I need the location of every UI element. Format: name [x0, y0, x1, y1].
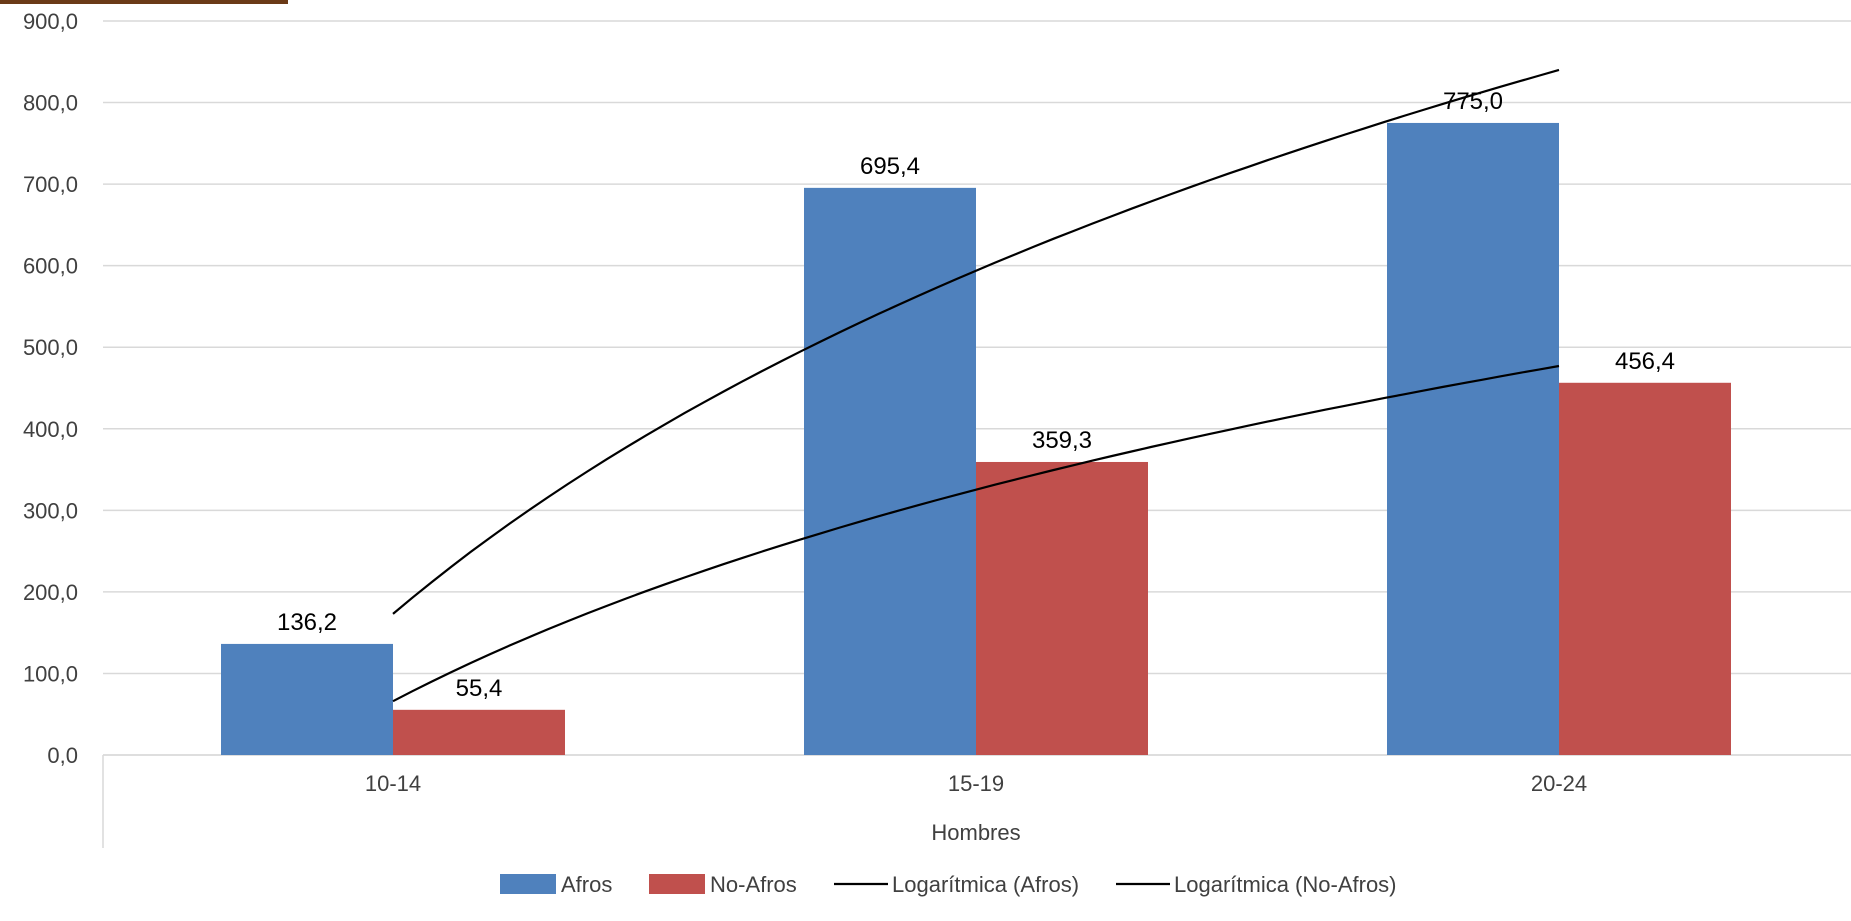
- legend-label: No-Afros: [710, 872, 797, 897]
- y-tick-label: 800,0: [23, 91, 78, 116]
- y-tick-label: 0,0: [47, 743, 78, 768]
- decorative-strip: [0, 0, 288, 4]
- legend-label: Logarítmica (No-Afros): [1174, 872, 1397, 897]
- data-label: 695,4: [860, 153, 920, 180]
- x-tick-label: 15-19: [948, 771, 1004, 796]
- y-tick-label: 400,0: [23, 417, 78, 442]
- bar-no-afros-20-24: [1559, 382, 1731, 755]
- y-tick-label: 200,0: [23, 580, 78, 605]
- data-label: 55,4: [456, 675, 503, 702]
- y-tick-label: 500,0: [23, 335, 78, 360]
- x-tick-label: 20-24: [1531, 771, 1587, 796]
- y-tick-label: 600,0: [23, 254, 78, 279]
- trendline: [392, 68, 1560, 615]
- data-label: 359,3: [1032, 427, 1092, 454]
- legend-swatch: [649, 874, 705, 894]
- y-tick-label: 700,0: [23, 172, 78, 197]
- x-tick-label: 10-14: [365, 771, 421, 796]
- bar-afros-10-14: [221, 643, 393, 755]
- trendline: [392, 364, 1560, 703]
- x-axis-group-label: Hombres: [931, 820, 1020, 845]
- y-tick-label: 900,0: [23, 9, 78, 34]
- legend-label: Afros: [561, 872, 612, 897]
- data-label: 136,2: [277, 609, 337, 636]
- legend-swatch: [500, 874, 556, 894]
- bar-no-afros-15-19: [976, 461, 1148, 755]
- bar-afros-15-19: [804, 187, 976, 755]
- y-tick-label: 300,0: [23, 498, 78, 523]
- data-label: 456,4: [1615, 348, 1675, 375]
- legend-label: Logarítmica (Afros): [892, 872, 1079, 897]
- bar-no-afros-10-14: [393, 709, 565, 755]
- bar-afros-20-24: [1387, 122, 1559, 755]
- y-tick-label: 100,0: [23, 661, 78, 686]
